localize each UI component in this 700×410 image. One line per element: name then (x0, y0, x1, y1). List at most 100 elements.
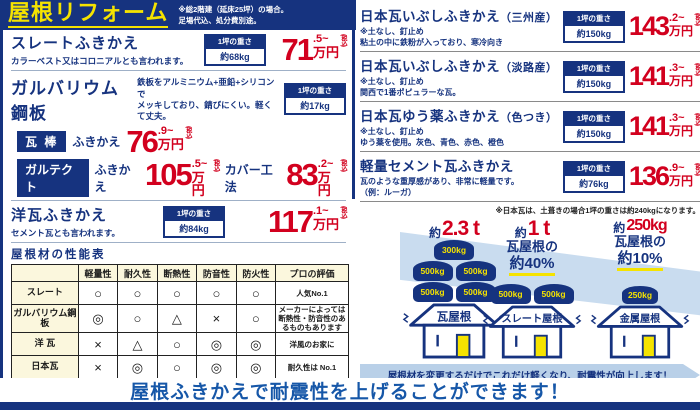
item-note: ※土なし、釘止め (360, 127, 424, 136)
item-desc: ゆう薬を使用。灰色、青色、赤色、橙色 (360, 138, 504, 147)
separator (360, 51, 700, 52)
weight-icon: 500kg (412, 282, 453, 302)
weight-icon: 500kg (412, 261, 453, 281)
fukikae-label: ふきかえ (72, 135, 121, 149)
item-desc: 関西で1番ポピュラーな瓦。 (360, 88, 461, 97)
slate-desc: カラーベスト又はコロニアルとも言われます。 (11, 56, 189, 66)
item-desc: （例：ルーガ） (360, 188, 416, 197)
item-origin: （色つき） (500, 112, 558, 124)
galvalume-weight-badge: 1坪の重さ 約17kg (284, 83, 346, 115)
ratio-label: 瓦屋根の (613, 234, 666, 249)
separator (360, 201, 700, 202)
banner-text: 屋根ふきかえで耐震性を上げることができます！ (130, 381, 570, 403)
header-band: 屋根リフォーム ※総2階建（延床25坪）の場合。 足場代込、処分費別途。 (0, 0, 356, 30)
slate-roof-house-icon: スレート屋根 (482, 305, 582, 359)
weight-comparison-diagram: 約 2.3 t 300kg 500kg 500kg 500kg 500kg 瓦屋根 (360, 218, 700, 360)
metal-roof-group: 約 250kg 瓦屋根の 約10% 250kg 金属屋根 (588, 218, 692, 360)
yuyaku-item: 日本瓦ゆう薬ふきかえ（色つき） ※土なし、釘止め ゆう薬を使用。灰色、青色、赤色… (360, 102, 700, 151)
column-divider (352, 0, 355, 199)
house-label: 瓦屋根 (437, 309, 472, 323)
table-row: ガルバリウム鋼板 ◎ ○ △ × ○ メーカーによっては断熱性・防音性のあるもの… (11, 304, 349, 333)
youga-section: 洋瓦ふきかえ セメント瓦とも言われます。 1坪の重さ 約84kg 117 .1~… (11, 204, 346, 239)
arrow-text: 屋根材を変更するだけでこれだけ軽くなり、耐震性が向上します！ (387, 371, 673, 382)
item-note: ※土なし、釘止め (360, 27, 424, 36)
right-footnote: ※日本瓦は、土葺きの場合1坪の重さは約240kgになります。 (495, 206, 700, 215)
right-column: 日本瓦いぶしふきかえ （三州産） ※土なし、釘止め 粘土の中に鉄粉が入っており、寒… (360, 2, 700, 386)
house-label: 金属屋根 (619, 312, 662, 325)
youga-desc: セメント瓦とも言われます。 (11, 228, 121, 238)
metal-roof-house-icon: 金属屋根 (590, 305, 690, 359)
youga-title: 洋瓦ふきかえ (11, 207, 108, 224)
slate-weight-value: 約68kg (203, 48, 266, 66)
kawarabou-price: 76 .9~ 万円 (税込) (126, 124, 191, 159)
tile-roof-total-weight: 約 2.3 t (428, 217, 480, 240)
item-price: 136 .9~ 万円 (税込) (628, 161, 700, 191)
metal-roof-total-weight: 約 250kg (613, 217, 667, 235)
separator (360, 101, 700, 102)
kawarabou-tag: 瓦 棒 (17, 131, 67, 152)
galtect-tag: ガルテクト (17, 159, 89, 197)
table-header-row: 軽量性 耐久性 断熱性 防音性 防火性 プロの評価 (11, 264, 349, 282)
bottom-strip (0, 402, 700, 410)
youga-price: 117 .1~ 万円 (税込) (267, 204, 346, 239)
cover-method-price: 83 .2~ 万円 (税込) (286, 157, 346, 198)
header-note-line1: ※総2階建（延床25坪）の場合。 (178, 4, 289, 14)
item-weight-badge: 1坪の重さ 約150kg (562, 10, 625, 43)
col-pro-eval: プロの評価 (275, 264, 349, 282)
header-note-line2: 足場代込、処分費別途。 (178, 16, 261, 25)
col-lightweight: 軽量性 (77, 264, 119, 282)
youga-weight-badge: 1坪の重さ 約84kg (163, 205, 226, 238)
col-durability: 耐久性 (117, 264, 158, 282)
item-desc: 粘土の中に鉄粉が入っており、寒冷向き (360, 38, 504, 47)
item-title: 日本瓦ゆう薬ふきかえ (360, 109, 500, 124)
weight-icon: 500kg (455, 261, 496, 281)
tile-roof-group: 約 2.3 t 300kg 500kg 500kg 500kg 500kg 瓦屋根 (398, 218, 510, 360)
separator (360, 151, 700, 152)
slate-text: スレートふきかえ カラーベスト又はコロニアルとも言われます。 (11, 32, 188, 67)
weight-icon: 500kg (490, 284, 531, 304)
cover-method-label: カバー工法 (224, 163, 273, 194)
weight-label: 1坪の重さ (163, 205, 226, 221)
header-note: ※総2階建（延床25坪）の場合。 足場代込、処分費別途。 (178, 4, 288, 27)
youga-weight-value: 約84kg (163, 220, 226, 238)
house-label: スレート屋根 (501, 312, 563, 325)
ratio-percent: 約10% (617, 250, 663, 271)
slate-price-int: 71 (281, 32, 315, 67)
item-price: 143 .2~ 万円 (税込) (628, 11, 700, 41)
item-weight-badge: 1坪の重さ 約150kg (562, 110, 625, 143)
item-weight-badge: 1坪の重さ 約150kg (562, 60, 625, 93)
tax-note: (税込) (340, 34, 346, 46)
item-note: ※土なし、釘止め (360, 77, 424, 86)
left-column: スレートふきかえ カラーベスト又はコロニアルとも言われます。 1坪の重さ 約68… (0, 30, 352, 410)
slate-section: スレートふきかえ カラーベスト又はコロニアルとも言われます。 1坪の重さ 約68… (11, 32, 346, 67)
separator (11, 242, 346, 243)
separator (11, 70, 346, 71)
table-row: スレート ○ ○ ○ ○ ○ 人気No.1 (11, 281, 349, 305)
fukikae-label: ふきかえ (94, 163, 131, 194)
slate-title: スレートふきかえ (11, 35, 140, 52)
bottom-banner: 屋根ふきかえで耐震性を上げることができます！ (0, 378, 700, 403)
item-note: 瓦のような重厚感があり、非常に軽量です。 (360, 177, 519, 186)
light-cement-item: 軽量セメント瓦ふきかえ 瓦のような重厚感があり、非常に軽量です。 （例：ルーガ）… (360, 152, 700, 201)
ratio-percent: 約40% (509, 255, 555, 276)
price-unit: 万円 (312, 45, 339, 60)
galvalume-weight-value: 約17kg (284, 98, 346, 115)
performance-table-title: 屋根材の性能表 (11, 249, 106, 261)
item-origin: （三州産） (500, 12, 558, 24)
weight-icon: 500kg (533, 284, 574, 304)
col-insulation: 断熱性 (156, 264, 198, 282)
table-row: 洋 瓦 × △ ○ ◎ ◎ 洋風のお家に (11, 332, 349, 356)
separator (11, 200, 346, 201)
galvalume-desc: 鉄板をアルミニウム+亜鉛+シリコンで メッキしており、錆びにくい。軽くて丈夫。 (137, 77, 280, 123)
kawarabou-row: 瓦 棒 ふきかえ 76 .9~ 万円 (税込) (17, 126, 346, 157)
galtect-price: 105 .5~ 万円 (税込) (144, 157, 219, 198)
item-price: 141 .3~ 万円 (税込) (628, 111, 700, 141)
item-weight-badge: 1坪の重さ 約76kg (562, 160, 625, 193)
slate-price: 71 .5~ 万円 (税込) (281, 32, 347, 67)
item-title: 日本瓦いぶしふきかえ (360, 59, 500, 74)
weight-icon: 250kg (622, 286, 658, 304)
col-fireproof: 防火性 (235, 264, 277, 282)
slate-roof-group: 約 1 t 瓦屋根の 約40% 500kg 500kg スレート屋根 (480, 218, 584, 360)
col-soundproof: 防音性 (196, 264, 237, 282)
item-price: 141 .3~ 万円 (税込) (628, 61, 700, 91)
